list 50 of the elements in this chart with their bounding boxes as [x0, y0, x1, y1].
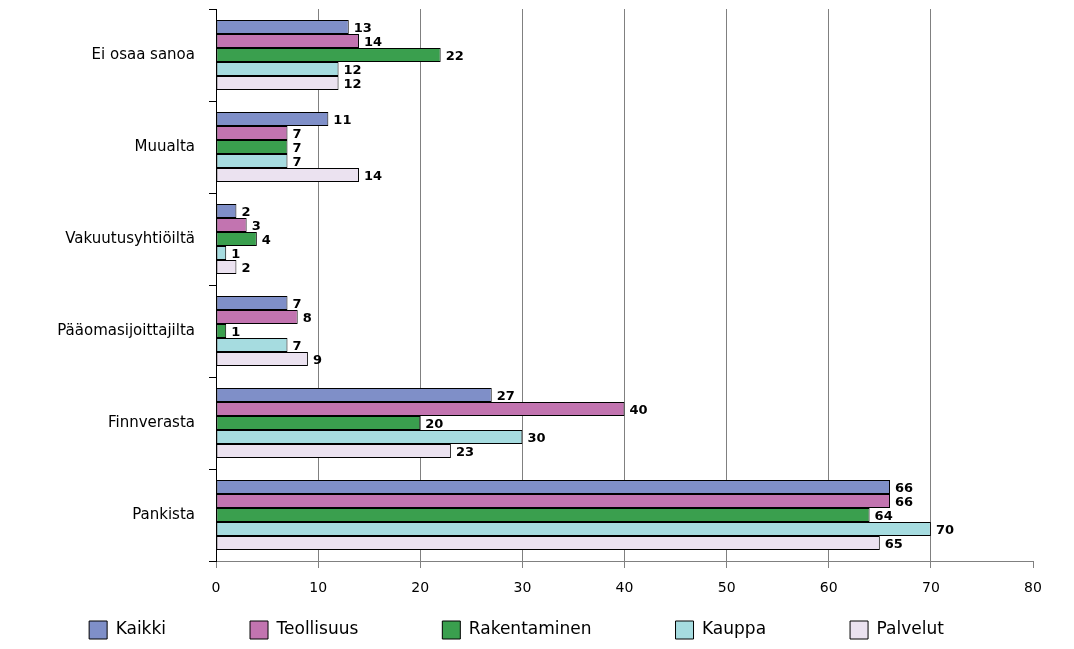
- data-label: 9: [312, 352, 322, 368]
- x-tick-label: 50: [717, 579, 736, 596]
- data-label: 7: [292, 154, 302, 170]
- data-label: 12: [343, 76, 362, 92]
- legend-label: Teollisuus: [275, 618, 359, 639]
- data-label: 3: [251, 218, 261, 234]
- data-label: 27: [496, 388, 515, 404]
- y-tick-label: Pankista: [132, 504, 195, 523]
- data-label: 7: [292, 140, 302, 156]
- data-label: 7: [292, 296, 302, 312]
- x-tick-label: 20: [411, 579, 430, 596]
- x-tick-label: 70: [921, 579, 940, 596]
- data-label: 30: [527, 430, 546, 446]
- y-tick-label: Muualta: [134, 136, 195, 155]
- x-tick-label: 10: [309, 579, 328, 596]
- data-label: 70: [935, 522, 954, 538]
- legend-label: Rakentaminen: [468, 618, 592, 639]
- data-label: 22: [445, 48, 464, 64]
- data-label: 65: [884, 536, 903, 552]
- x-tick-label: 0: [211, 579, 221, 596]
- data-label: 14: [363, 168, 383, 184]
- x-tick-label: 40: [615, 579, 634, 596]
- x-tick-label: 80: [1024, 579, 1042, 596]
- data-label: 7: [292, 126, 302, 142]
- y-tick-label: Vakuutusyhtiöiltä: [65, 228, 195, 247]
- legend-label: Kauppa: [702, 618, 767, 639]
- y-tick-label: Finnverasta: [107, 412, 195, 431]
- legend-label: Kaikki: [115, 618, 167, 639]
- x-tick-label: 60: [819, 579, 838, 596]
- data-label: 4: [261, 232, 271, 248]
- data-label: 66: [895, 480, 914, 496]
- data-label: 2: [241, 260, 251, 276]
- y-tick-label: Ei osaa sanoa: [91, 44, 195, 63]
- data-label: 1: [231, 324, 241, 340]
- data-label: 8: [302, 310, 312, 326]
- data-label: 2: [241, 204, 251, 220]
- y-tick-label: Pääomasijoittajilta: [57, 320, 195, 339]
- data-label: 23: [455, 444, 474, 460]
- x-tick-label: 30: [513, 579, 532, 596]
- data-label: 13: [353, 20, 372, 36]
- data-label: 1: [231, 246, 241, 262]
- legend-label: Palvelut: [876, 618, 945, 639]
- data-label: 40: [629, 402, 648, 418]
- data-label: 20: [425, 416, 444, 432]
- data-label: 12: [343, 62, 362, 78]
- data-label: 66: [895, 494, 914, 510]
- data-label: 14: [363, 34, 383, 50]
- data-label: 11: [333, 112, 352, 128]
- data-label: 7: [292, 338, 302, 354]
- data-label: 64: [874, 508, 893, 524]
